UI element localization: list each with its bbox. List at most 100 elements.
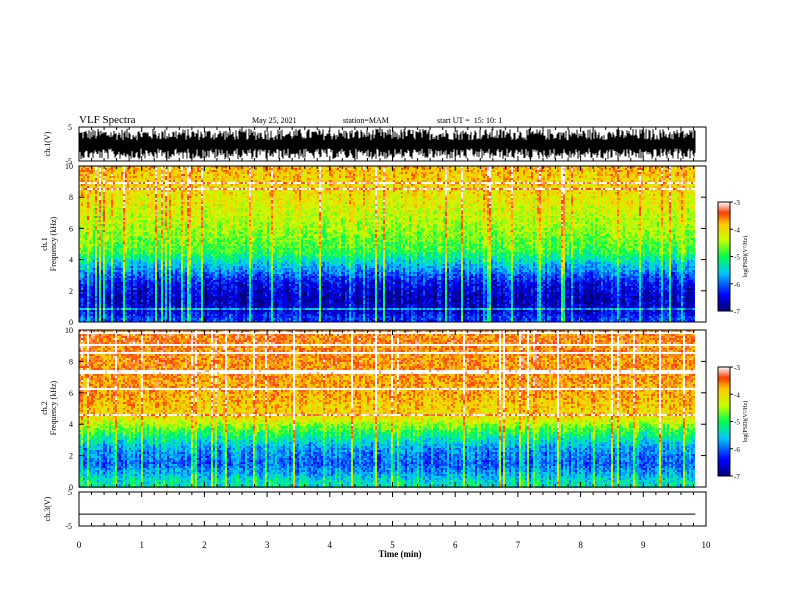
spectrogram-cell	[547, 194, 549, 196]
spectrogram-cell	[639, 182, 641, 184]
spectrogram-cell	[173, 170, 175, 172]
spectrogram-cell	[297, 178, 299, 180]
spectrogram-cell	[93, 176, 95, 178]
spectrogram-cell	[355, 180, 357, 182]
spectrogram-cell	[227, 166, 229, 168]
spectrogram-cell	[581, 190, 583, 192]
spectrogram-cell	[181, 196, 183, 198]
spectrogram-cell	[609, 172, 611, 174]
spectrogram-cell	[95, 188, 97, 190]
spectrogram-cell	[261, 170, 263, 172]
spectrogram-cell	[103, 190, 105, 192]
spectrogram-cell	[481, 168, 483, 170]
spectrogram-cell	[361, 196, 363, 198]
spectrogram-cell	[133, 184, 135, 186]
spectrogram-cell	[201, 180, 203, 182]
spectrogram-cell	[343, 176, 345, 178]
spectrogram-cell	[509, 196, 511, 198]
spectrogram-cell	[99, 194, 101, 196]
spectrogram-cell	[227, 172, 229, 174]
spectrogram-cell	[505, 188, 507, 190]
spectrogram-cell	[411, 192, 413, 194]
spectrogram-cell	[263, 194, 265, 196]
spectrogram-cell	[641, 172, 643, 174]
spectrogram-cell	[399, 180, 401, 182]
spectrogram-cell	[213, 178, 215, 180]
spectrogram-cell	[383, 186, 385, 188]
spectrogram-cell	[581, 170, 583, 172]
spectrogram-cell	[249, 196, 251, 198]
spectrogram-cell	[273, 168, 275, 170]
spectrogram-cell	[517, 182, 519, 184]
spectrogram-cell	[609, 168, 611, 170]
spectrogram-cell	[645, 188, 647, 190]
spectrogram-cell	[539, 182, 541, 184]
spectrogram-cell	[403, 170, 405, 172]
spectrogram-cell	[687, 182, 689, 184]
spectrogram-cell	[689, 174, 691, 176]
spectrogram-cell	[381, 176, 383, 178]
spectrogram-cell	[273, 192, 275, 194]
spectrogram-cell	[407, 184, 409, 186]
spectrogram-cell	[121, 192, 123, 194]
spectrogram-cell	[627, 194, 629, 196]
spectrogram-cell	[493, 170, 495, 172]
spectrogram-cell	[445, 178, 447, 180]
spectrogram-cell	[313, 188, 315, 190]
spectrogram-cell	[133, 190, 135, 192]
spectrogram-cell	[675, 192, 677, 194]
spectrogram-cell	[373, 192, 375, 194]
spectrogram-cell	[489, 180, 491, 182]
spectrogram-cell	[185, 194, 187, 196]
spectrogram-cell	[97, 190, 99, 192]
spectrogram-cell	[587, 184, 589, 186]
spectrogram-cell	[277, 170, 279, 172]
spectrogram-cell	[447, 176, 449, 178]
spectrogram-cell	[593, 196, 595, 198]
spectrogram-cell	[541, 192, 543, 194]
spectrogram-cell	[217, 170, 219, 172]
spectrogram-cell	[237, 192, 239, 194]
spectrogram-cell	[415, 184, 417, 186]
spectrogram-cell	[585, 180, 587, 182]
spectrogram-cell	[633, 192, 635, 194]
spectrogram-cell	[505, 172, 507, 174]
spectrogram-cell	[169, 174, 171, 176]
spectrogram-cell	[419, 182, 421, 184]
spectrogram-cell	[231, 194, 233, 196]
spectrogram-cell	[339, 192, 341, 194]
spectrogram-cell	[81, 170, 83, 172]
spectrogram-cell	[683, 166, 685, 168]
spectrogram-cell	[541, 196, 543, 198]
spectrogram-cell	[221, 194, 223, 196]
spectrogram-cell	[681, 180, 683, 182]
spectrogram-cell	[171, 176, 173, 178]
spectrogram-cell	[165, 190, 167, 192]
spectrogram-cell	[227, 184, 229, 186]
spectrogram-cell	[673, 166, 675, 168]
spectrogram-cell	[405, 196, 407, 198]
spectrogram-cell	[479, 184, 481, 186]
spectrogram-cell	[313, 184, 315, 186]
spectrogram-cell	[281, 178, 283, 180]
spectrogram-cell	[347, 188, 349, 190]
spectrogram-cell	[523, 194, 525, 196]
spectrogram-cell	[139, 190, 141, 192]
spectrogram-cell	[147, 196, 149, 198]
spectrogram-cell	[393, 180, 395, 182]
spectrogram-cell	[391, 174, 393, 176]
spectrogram-cell	[255, 170, 257, 172]
spectrogram-cell	[187, 190, 189, 192]
spectrogram-cell	[335, 178, 337, 180]
spectrogram-cell	[325, 184, 327, 186]
spectrogram-cell	[673, 168, 675, 170]
spectrogram-cell	[687, 178, 689, 180]
spectrogram-cell	[355, 168, 357, 170]
spectrogram-cell	[513, 176, 515, 178]
spectrogram-cell	[173, 192, 175, 194]
spectrogram-cell	[525, 194, 527, 196]
spectrogram-cell	[581, 188, 583, 190]
spectrogram-cell	[339, 196, 341, 198]
spectrogram-cell	[461, 196, 463, 198]
spectrogram-cell	[285, 168, 287, 170]
